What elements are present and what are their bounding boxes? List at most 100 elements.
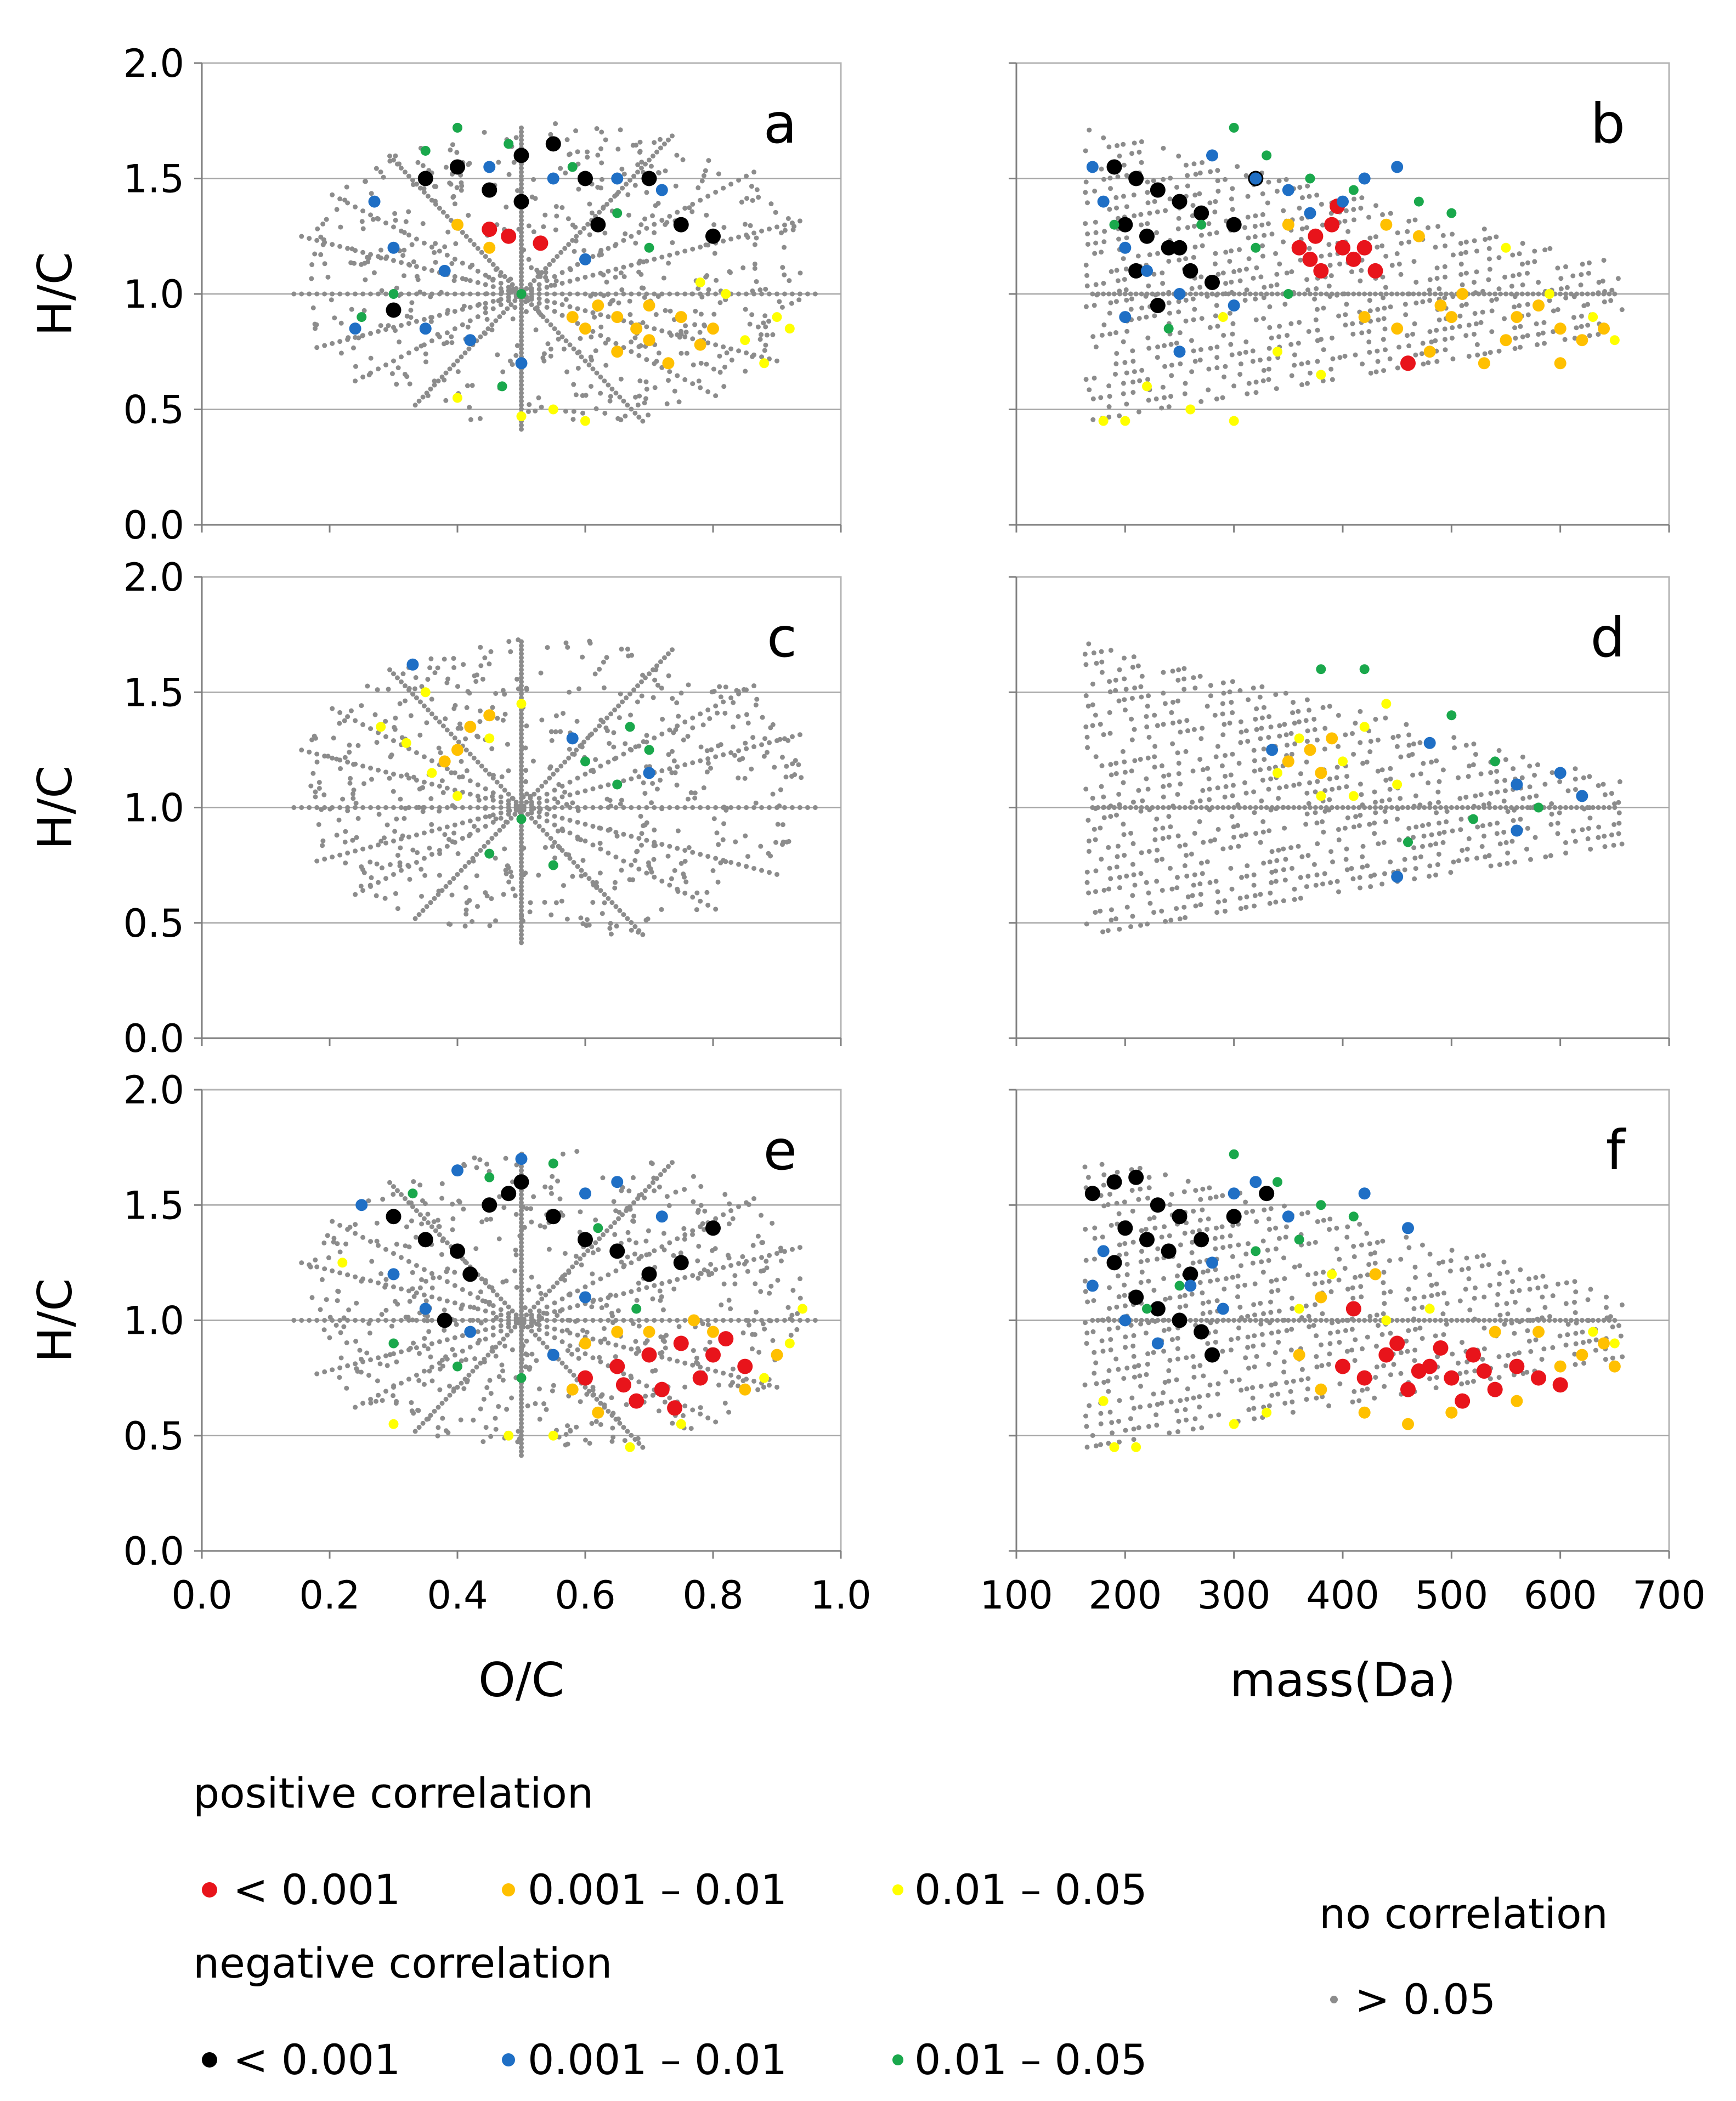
data-point — [387, 241, 400, 254]
no-correlation-point — [1359, 330, 1365, 336]
no-correlation-point — [728, 859, 734, 865]
no-correlation-point — [451, 1389, 456, 1394]
no-correlation-point — [789, 1318, 795, 1323]
no-correlation-point — [1405, 229, 1410, 234]
no-correlation-point — [460, 836, 465, 841]
no-correlation-point — [1288, 845, 1294, 851]
no-correlation-point — [442, 832, 448, 837]
no-correlation-point — [601, 719, 606, 724]
no-correlation-point — [1231, 824, 1236, 830]
no-correlation-point — [1448, 870, 1454, 875]
no-correlation-point — [1619, 307, 1625, 313]
no-correlation-point — [1268, 724, 1274, 730]
no-correlation-point — [1161, 145, 1166, 151]
no-correlation-point — [407, 1299, 412, 1304]
no-correlation-point — [698, 1224, 703, 1230]
no-correlation-point — [1099, 659, 1105, 665]
no-correlation-point — [442, 656, 447, 662]
no-correlation-point — [1145, 179, 1150, 185]
no-correlation-point — [644, 324, 649, 330]
no-correlation-cloud — [291, 637, 818, 945]
no-correlation-point — [1305, 360, 1311, 365]
no-correlation-point — [425, 1220, 431, 1225]
no-correlation-point — [397, 701, 403, 706]
no-correlation-point — [675, 886, 680, 892]
no-correlation-point — [374, 166, 379, 171]
no-correlation-point — [402, 816, 407, 821]
no-correlation-point — [1289, 373, 1294, 378]
no-correlation-point — [1106, 414, 1112, 420]
no-correlation-point — [708, 766, 714, 771]
no-correlation-point — [758, 1213, 764, 1218]
no-correlation-point — [330, 341, 335, 346]
no-correlation-point — [1555, 307, 1560, 313]
no-correlation-point — [1123, 287, 1129, 292]
no-correlation-point — [490, 262, 496, 267]
no-correlation-point — [563, 852, 569, 857]
no-correlation-point — [667, 252, 672, 258]
no-correlation-point — [509, 1395, 514, 1401]
data-point — [1305, 173, 1315, 184]
data-point — [451, 744, 463, 756]
no-correlation-point — [451, 830, 457, 836]
no-correlation-point — [644, 837, 649, 843]
no-correlation-point — [330, 854, 335, 860]
no-correlation-point — [1387, 356, 1393, 361]
no-correlation-point — [1133, 291, 1139, 297]
no-correlation-point — [761, 1384, 766, 1390]
no-correlation-point — [1152, 712, 1157, 718]
no-correlation-point — [457, 1199, 462, 1205]
no-correlation-point — [1417, 740, 1423, 745]
no-correlation-point — [1586, 826, 1591, 831]
no-correlation-point — [732, 1273, 738, 1278]
no-correlation-point — [1145, 704, 1150, 709]
x-tick-label: 0.0 — [171, 1573, 232, 1618]
no-correlation-point — [1402, 867, 1407, 873]
no-correlation-point — [635, 1196, 641, 1202]
no-correlation-point — [475, 816, 480, 822]
data-point — [1266, 744, 1279, 756]
no-correlation-point — [594, 370, 600, 376]
no-correlation-point — [525, 1403, 530, 1408]
no-correlation-point — [1315, 327, 1320, 333]
no-correlation-point — [460, 805, 465, 810]
data-point — [1367, 263, 1383, 279]
no-correlation-point — [387, 153, 393, 158]
no-correlation-point — [368, 291, 374, 297]
no-correlation-point — [1168, 175, 1173, 181]
no-correlation-point — [610, 1425, 615, 1431]
no-correlation-point — [634, 1298, 640, 1303]
no-correlation-point — [1124, 204, 1129, 209]
no-correlation-point — [1525, 291, 1530, 297]
no-correlation-point — [744, 1318, 749, 1323]
no-correlation-point — [633, 394, 638, 400]
data-point — [548, 860, 558, 870]
no-correlation-point — [421, 1216, 427, 1221]
no-correlation-point — [1230, 679, 1235, 684]
no-correlation-point — [659, 879, 665, 884]
no-correlation-point — [1115, 216, 1121, 221]
no-correlation-point — [604, 201, 610, 207]
no-correlation-point — [367, 1330, 372, 1336]
no-correlation-point — [1360, 864, 1365, 870]
no-correlation-point — [660, 1338, 666, 1343]
no-correlation-point — [553, 713, 559, 718]
no-correlation-point — [1283, 690, 1288, 696]
no-correlation-point — [612, 194, 618, 199]
data-point — [1086, 161, 1099, 173]
no-correlation-point — [360, 1318, 366, 1323]
no-correlation-point — [1334, 291, 1340, 297]
no-correlation-point — [452, 1335, 457, 1340]
no-correlation-point — [338, 766, 343, 772]
no-correlation-point — [1227, 258, 1232, 264]
no-correlation-point — [454, 1322, 459, 1327]
no-correlation-point — [519, 386, 524, 392]
no-correlation-point — [519, 1420, 524, 1426]
no-correlation-point — [1117, 805, 1122, 810]
no-correlation-point — [1350, 331, 1356, 337]
no-correlation-point — [383, 734, 389, 739]
no-correlation-point — [1101, 291, 1106, 297]
no-correlation-point — [643, 675, 648, 681]
no-correlation-point — [567, 689, 572, 695]
no-correlation-point — [475, 1329, 480, 1334]
